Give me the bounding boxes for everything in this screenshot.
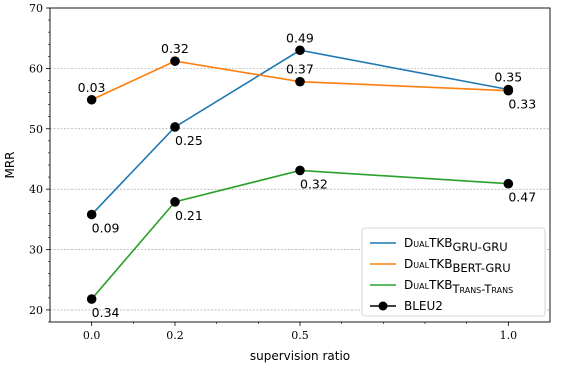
- data-point-trans-trans-2: [295, 165, 305, 176]
- y-tick-label-60: 60: [29, 62, 43, 75]
- axes: 20 30 40 50 60 70 0.0 0.2 0.5 1.0: [29, 2, 551, 342]
- x-axis-label: supervision ratio: [250, 349, 350, 363]
- data-point-trans-trans-1: [170, 197, 180, 207]
- data-label-gru-gru-0: 0.09: [92, 221, 120, 236]
- x-tick-label-0: 0.0: [83, 329, 101, 342]
- data-points: [86, 45, 514, 304]
- data-point-bert-gru-2: [295, 76, 305, 87]
- y-axis-label: MRR: [3, 151, 17, 178]
- data-label-trans-trans-3: 0.47: [508, 190, 536, 205]
- x-tick-label-1: 0.2: [166, 329, 184, 342]
- legend-label-gru-gru: DualTKBGRU-GRU: [404, 236, 508, 254]
- data-point-bert-gru-1: [170, 56, 180, 66]
- y-tick-label-30: 30: [29, 244, 43, 257]
- y-tick-label-50: 50: [29, 123, 43, 136]
- data-label-bert-gru-3: 0.33: [508, 97, 536, 112]
- data-label-trans-trans-2: 0.32: [300, 176, 328, 191]
- legend-label-bert-gru: DualTKBBERT-GRU: [404, 257, 511, 275]
- data-point-trans-trans-0: [86, 294, 97, 304]
- data-point-bert-gru-0: [86, 94, 97, 105]
- data-point-gru-gru-2: [295, 45, 305, 56]
- data-annotations: 0.09 0.25 0.49 0.35 0.03 0.32 0.37 0.33 0.34 0.21…: [78, 30, 537, 320]
- data-point-trans-trans-3: [503, 178, 514, 189]
- legend-label-bleu2: BLEU2: [404, 299, 443, 313]
- y-tick-label-40: 40: [29, 183, 43, 196]
- legend-label-trans-trans: DualTKBTrans-Trans: [404, 278, 513, 296]
- y-tick-label-20: 20: [29, 304, 43, 317]
- data-label-bert-gru-0: 0.03: [78, 80, 106, 95]
- x-tick-label-2: 0.5: [291, 329, 309, 342]
- x-tick-label-3: 1.0: [500, 329, 518, 342]
- series-line-trans-trans: [91, 169, 509, 300]
- data-point-gru-gru-0: [86, 209, 97, 220]
- data-label-trans-trans-1: 0.21: [175, 208, 203, 223]
- legend: DualTKBGRU-GRU DualTKBBERT-GRU DualTKBTran…: [361, 227, 546, 317]
- legend-box: [361, 227, 546, 317]
- data-label-gru-gru-1: 0.25: [175, 133, 203, 148]
- data-label-gru-gru-2: 0.49: [286, 30, 314, 45]
- legend-marker-bleu2: [378, 301, 388, 311]
- data-label-bert-gru-1: 0.32: [161, 41, 189, 56]
- data-label-bert-gru-2: 0.37: [286, 62, 314, 77]
- data-label-trans-trans-0: 0.34: [92, 305, 120, 320]
- series-lines: [91, 49, 509, 300]
- data-point-gru-gru-1: [170, 122, 180, 132]
- series-line-gru-gru: [91, 49, 509, 216]
- series-line-bert-gru: [91, 60, 509, 101]
- data-point-bert-gru-3: [503, 85, 514, 96]
- y-tick-label-70: 70: [29, 2, 43, 15]
- data-label-gru-gru-3: 0.35: [494, 70, 522, 85]
